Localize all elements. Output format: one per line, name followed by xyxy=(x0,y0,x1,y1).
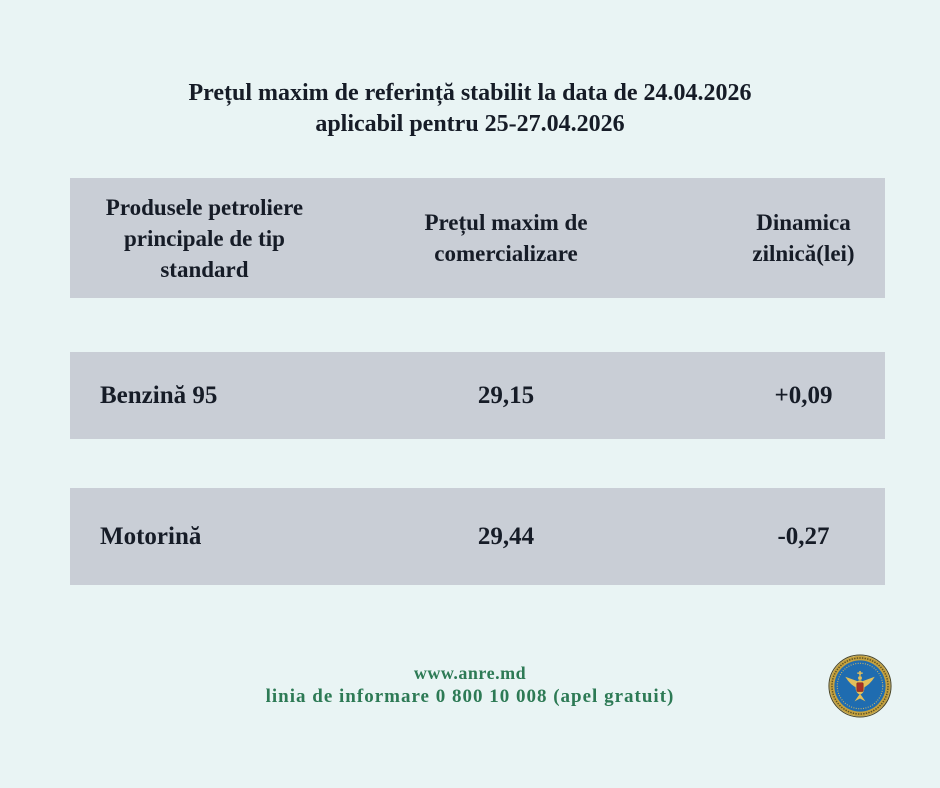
header-daily-dynamic-line-2: zilnică(lei) xyxy=(752,241,855,266)
product-name: Benzină 95 xyxy=(100,381,218,409)
dynamic-value: -0,27 xyxy=(777,522,830,550)
coat-of-arms-eagle xyxy=(845,670,875,702)
header-products-line-2: principale de tip xyxy=(123,225,285,251)
price-value: 29,44 xyxy=(477,522,535,550)
header-daily-dynamic: Dinamica zilnică(lei) xyxy=(714,178,893,298)
table-header-row: Produsele petroliere principale de tip s… xyxy=(70,178,885,298)
header-max-price: Prețul maxim de comercializare xyxy=(363,178,648,298)
footer: www.anre.md linia de informare 0 800 10 … xyxy=(0,662,940,710)
eagle-shield xyxy=(856,682,864,692)
title-line-2: aplicabil pentru 25-27.04.2026 xyxy=(315,111,625,137)
info-line-text: linia de informare 0 800 10 008 (apel gr… xyxy=(265,686,675,707)
header-max-price-line-2: comercializare xyxy=(434,241,578,266)
seal-outer-edge xyxy=(828,654,892,718)
header-products: Produsele petroliere principale de tip s… xyxy=(70,178,339,298)
website-text: www.anre.md xyxy=(413,663,527,683)
header-max-price-line-1: Prețul maxim de xyxy=(424,210,588,235)
page-title: Prețul maxim de referință stabilit la da… xyxy=(0,78,940,140)
dynamic-value: +0,09 xyxy=(774,381,833,409)
header-products-line-3: standard xyxy=(160,256,249,282)
table-row-motorina: Motorină 29,44 -0,27 xyxy=(70,488,885,585)
title-line-1: Prețul maxim de referință stabilit la da… xyxy=(188,80,752,106)
price-value: 29,15 xyxy=(477,381,535,409)
seal-ring-text xyxy=(831,657,889,715)
seal-inner-text xyxy=(836,662,884,710)
product-name: Motorină xyxy=(100,522,202,550)
table-row-benzina-95: Benzină 95 29,15 +0,09 xyxy=(70,352,885,439)
header-daily-dynamic-line-1: Dinamica xyxy=(756,210,851,235)
anre-moldova-state-seal-logo xyxy=(828,654,892,718)
header-products-line-1: Produsele petroliere xyxy=(105,194,304,220)
